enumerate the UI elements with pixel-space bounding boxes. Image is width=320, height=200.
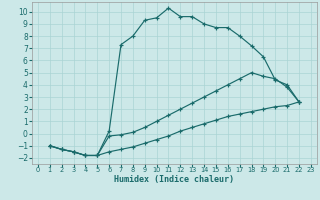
X-axis label: Humidex (Indice chaleur): Humidex (Indice chaleur) <box>115 175 234 184</box>
